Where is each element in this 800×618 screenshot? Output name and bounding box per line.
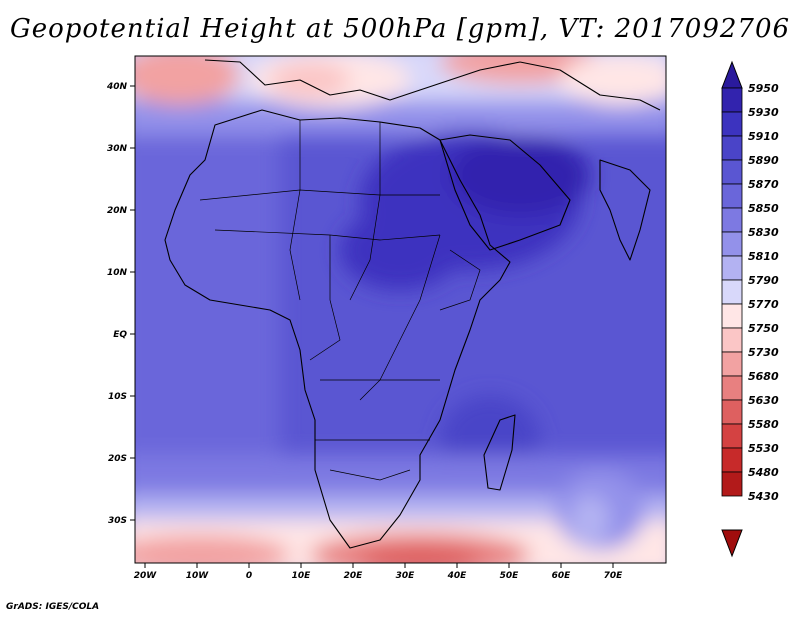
colorbar-label: 5810 <box>748 250 779 263</box>
colorbar-cell <box>721 423 743 449</box>
lon-tick-60e: 60E <box>552 563 572 581</box>
colorbar-label: 5910 <box>748 130 779 143</box>
colorbar-bottom-arrow <box>721 529 743 558</box>
svg-text:50E: 50E <box>500 571 520 581</box>
colorbar-label: 5480 <box>748 466 779 479</box>
colorbar-label: 5790 <box>748 274 779 287</box>
lon-tick-20e: 20E <box>344 563 364 581</box>
colorbar-cell <box>721 279 743 305</box>
svg-text:10W: 10W <box>186 571 210 581</box>
colorbar-cell <box>721 159 743 185</box>
lon-axis: 20W 10W 0 10E 20E 30E 40E 50E 60E 70E <box>134 563 623 581</box>
colorbar-label: 5870 <box>748 178 779 191</box>
lat-tick-20n: 20N <box>107 206 135 216</box>
country-borders <box>199 120 481 481</box>
lon-tick-0: 0 <box>246 563 252 581</box>
colorbar-cell <box>721 303 743 329</box>
colorbar-cell <box>721 351 743 377</box>
colorbar-label: 5630 <box>748 394 779 407</box>
colorbar-cell <box>721 183 743 209</box>
map-frame <box>134 55 667 564</box>
colorbar-cell <box>721 255 743 281</box>
colorbar-cell <box>721 327 743 353</box>
svg-text:10E: 10E <box>292 571 312 581</box>
colorbar-cell <box>721 135 743 161</box>
lat-tick-30n: 30N <box>107 144 135 154</box>
map-title: Geopotential Height at 500hPa [gpm], VT:… <box>9 14 791 44</box>
svg-text:10S: 10S <box>108 392 127 402</box>
lat-tick-eq: EQ <box>113 330 135 340</box>
colorbar-label: 5950 <box>748 82 779 95</box>
colorbar-cell <box>721 471 743 497</box>
lon-tick-70e: 70E <box>604 563 624 581</box>
colorbar-label: 5430 <box>748 490 779 503</box>
svg-text:40N: 40N <box>106 82 128 92</box>
colorbar-label: 5730 <box>748 346 779 359</box>
lon-tick-20w: 20W <box>134 563 158 581</box>
colorbar-label: 5930 <box>748 106 779 119</box>
svg-text:40E: 40E <box>447 571 468 581</box>
colorbar-label: 5580 <box>748 418 779 431</box>
grads-credit: GrADS: IGES/COLA <box>6 602 100 612</box>
svg-text:70E: 70E <box>604 571 624 581</box>
svg-text:0: 0 <box>246 571 252 581</box>
colorbar-label: 5830 <box>748 226 779 239</box>
svg-text:20W: 20W <box>134 571 158 581</box>
svg-text:60E: 60E <box>552 571 572 581</box>
colorbar-top-arrow <box>721 60 743 89</box>
colorbar-label: 5850 <box>748 202 779 215</box>
svg-text:30E: 30E <box>396 571 416 581</box>
colorbar-cell <box>721 111 743 137</box>
lat-tick-30s: 30S <box>108 516 135 526</box>
lat-tick-40n: 40N <box>106 82 135 92</box>
colorbar-label: 5890 <box>748 154 779 167</box>
colorbar-label: 5750 <box>748 322 779 335</box>
colorbar-cells <box>721 87 743 497</box>
height-field <box>135 56 666 563</box>
colorbar: 5950 5930 5910 5890 5870 5850 5830 5810 … <box>721 60 779 558</box>
colorbar-cell <box>721 375 743 401</box>
colorbar-cell <box>721 207 743 233</box>
coastlines <box>164 59 661 549</box>
lat-tick-10s: 10S <box>108 392 135 402</box>
colorbar-label: 5680 <box>748 370 779 383</box>
lat-tick-20s: 20S <box>108 454 135 464</box>
lat-axis: 40N 30N 20N 10N EQ 10S 20S 30S <box>106 82 135 526</box>
svg-text:20E: 20E <box>344 571 364 581</box>
colorbar-cell <box>721 231 743 257</box>
colorbar-cell <box>721 87 743 113</box>
colorbar-label: 5530 <box>748 442 779 455</box>
svg-text:10N: 10N <box>107 268 128 278</box>
svg-text:20N: 20N <box>107 206 128 216</box>
colorbar-cell <box>721 399 743 425</box>
colorbar-labels: 5950 5930 5910 5890 5870 5850 5830 5810 … <box>748 82 779 503</box>
svg-text:30N: 30N <box>107 144 128 154</box>
lon-tick-30e: 30E <box>396 563 416 581</box>
svg-text:30S: 30S <box>108 516 127 526</box>
lat-tick-10n: 10N <box>107 268 135 278</box>
svg-text:20S: 20S <box>108 454 127 464</box>
colorbar-cell <box>721 447 743 473</box>
colorbar-label: 5770 <box>748 298 779 311</box>
svg-text:EQ: EQ <box>113 330 127 340</box>
lon-tick-10e: 10E <box>292 563 312 581</box>
lon-tick-50e: 50E <box>500 563 520 581</box>
lon-tick-40e: 40E <box>447 563 468 581</box>
lon-tick-10w: 10W <box>186 563 210 581</box>
